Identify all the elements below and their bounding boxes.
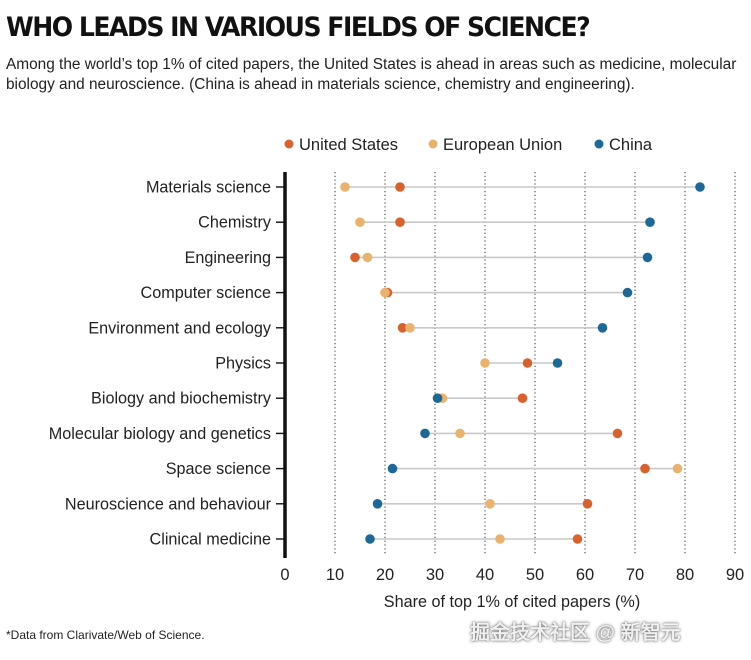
y-axis: Materials science Chemistry Engineering Com… <box>49 172 287 558</box>
point-european-union-space-science <box>672 463 683 474</box>
y-tick-label-neuroscience-and-behaviour: Neuroscience and behaviour <box>65 495 272 513</box>
point-china-engineering <box>642 252 653 263</box>
x-axis: 0 10 20 30 40 50 60 70 80 90 Share of top 1% of ci… <box>280 566 744 611</box>
point-european-union-computer-science <box>380 287 390 298</box>
x-tick-label-30: 30 <box>426 566 444 584</box>
chart-subtitle: Among the world’s top 1% of cited papers… <box>6 56 737 93</box>
y-tick-label-biology-and-biochemistry: Biology and biochemistry <box>91 390 272 408</box>
y-tick-label-clinical-medicine: Clinical medicine <box>150 531 271 549</box>
legend: United States European Union China <box>284 136 653 154</box>
point-european-union-environment-and-ecology <box>405 323 415 333</box>
point-china-neuroscience-and-behaviour <box>372 499 383 509</box>
point-china-space-science <box>387 463 398 474</box>
point-china-computer-science <box>622 287 633 298</box>
point-united-states-chemistry <box>395 217 405 227</box>
legend-marker-european-union <box>428 139 438 149</box>
y-tick-label-molecular-biology-and-genetics: Molecular biology and genetics <box>49 425 271 443</box>
point-china-physics <box>552 358 563 368</box>
point-united-states-engineering <box>350 252 360 263</box>
legend-marker-united-states <box>284 139 294 149</box>
x-tick-label-0: 0 <box>280 566 289 584</box>
y-tick-label-environment-and-ecology: Environment and ecology <box>88 319 272 337</box>
point-european-union-neuroscience-and-behaviour <box>485 499 495 509</box>
point-european-union-engineering <box>362 252 373 263</box>
y-tick-label-computer-science: Computer science <box>141 284 271 302</box>
x-tick-label-60: 60 <box>576 566 594 584</box>
y-tick-label-physics: Physics <box>215 355 271 373</box>
point-united-states-environment-and-ecology <box>397 323 408 333</box>
source-footnote: *Data from Clarivate/Web of Science. <box>6 628 205 642</box>
x-tick-label-70: 70 <box>626 566 644 584</box>
x-tick-label-80: 80 <box>676 566 694 584</box>
watermark: 掘金技术社区 @ 新智元 <box>470 622 681 644</box>
data-points <box>340 182 705 544</box>
point-china-molecular-biology-and-genetics <box>420 428 430 439</box>
point-european-union-physics <box>480 358 490 368</box>
y-tick-label-materials-science: Materials science <box>146 179 271 197</box>
x-tick-label-50: 50 <box>526 566 544 584</box>
range-lines <box>345 186 700 540</box>
point-united-states-physics <box>522 358 533 368</box>
x-tick-label-20: 20 <box>376 566 394 584</box>
y-tick-label-space-science: Space science <box>166 460 271 478</box>
point-united-states-clinical-medicine <box>572 534 583 544</box>
point-china-clinical-medicine <box>365 534 375 544</box>
point-united-states-biology-and-biochemistry <box>517 393 528 404</box>
point-united-states-neuroscience-and-behaviour <box>582 499 593 509</box>
y-tick-label-chemistry: Chemistry <box>198 214 272 232</box>
point-european-union-chemistry <box>355 217 365 227</box>
point-european-union-clinical-medicine <box>495 534 505 544</box>
point-china-biology-and-biochemistry <box>432 393 443 404</box>
x-axis-label: Share of top 1% of cited papers (%) <box>384 593 640 611</box>
point-china-materials-science <box>695 182 705 192</box>
chart-title: WHO LEADS IN VARIOUS FIELDS OF SCIENCE? <box>6 12 591 43</box>
point-united-states-molecular-biology-and-genetics <box>612 428 623 439</box>
x-tick-label-90: 90 <box>726 566 744 584</box>
x-tick-label-40: 40 <box>476 566 494 584</box>
legend-label-european-union: European Union <box>443 136 562 154</box>
legend-label-united-states: United States <box>299 136 398 154</box>
point-united-states-space-science <box>640 463 650 474</box>
y-tick-label-engineering: Engineering <box>185 249 271 267</box>
point-united-states-materials-science <box>395 182 405 192</box>
point-european-union-materials-science <box>340 182 350 192</box>
point-china-environment-and-ecology <box>597 323 608 333</box>
point-european-union-molecular-biology-and-genetics <box>455 428 465 439</box>
legend-label-china: China <box>609 136 653 154</box>
x-tick-label-10: 10 <box>326 566 344 584</box>
point-china-chemistry <box>645 217 655 227</box>
legend-marker-china <box>594 139 604 149</box>
